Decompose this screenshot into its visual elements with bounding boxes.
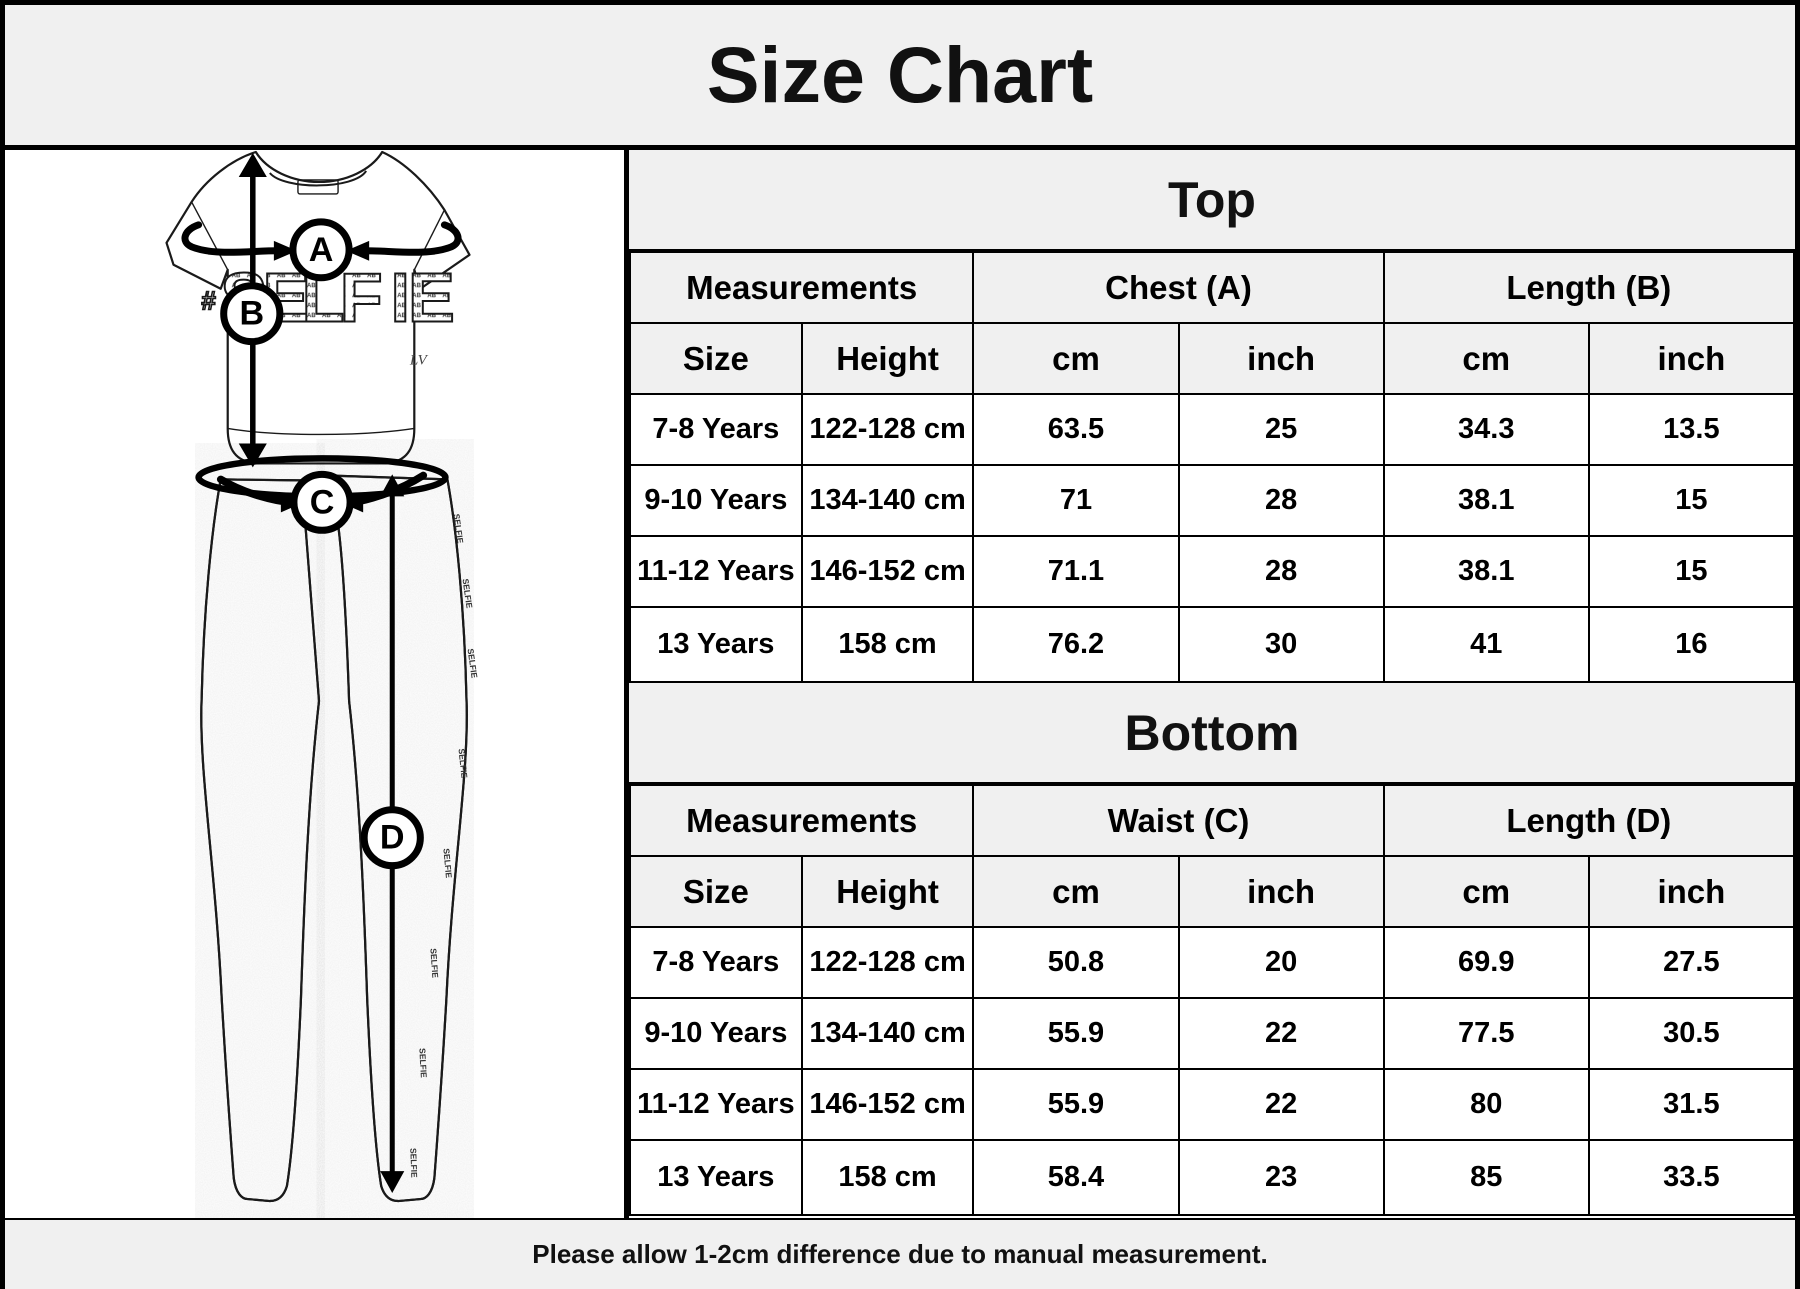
svg-text:SELFIE: SELFIE xyxy=(417,1048,429,1078)
svg-text:E: E xyxy=(408,259,455,337)
svg-text:A: A xyxy=(309,231,334,269)
svg-text:#: # xyxy=(201,286,216,316)
svg-text:D: D xyxy=(380,819,405,857)
svg-text:SELFIE: SELFIE xyxy=(465,648,479,679)
svg-text:F: F xyxy=(340,259,383,337)
svg-text:C: C xyxy=(310,483,335,521)
svg-text:SELFIE: SELFIE xyxy=(408,1148,419,1178)
svg-text:B: B xyxy=(239,295,264,333)
svg-text:LV: LV xyxy=(409,353,429,369)
svg-text:SELFIE: SELFIE xyxy=(428,948,440,979)
